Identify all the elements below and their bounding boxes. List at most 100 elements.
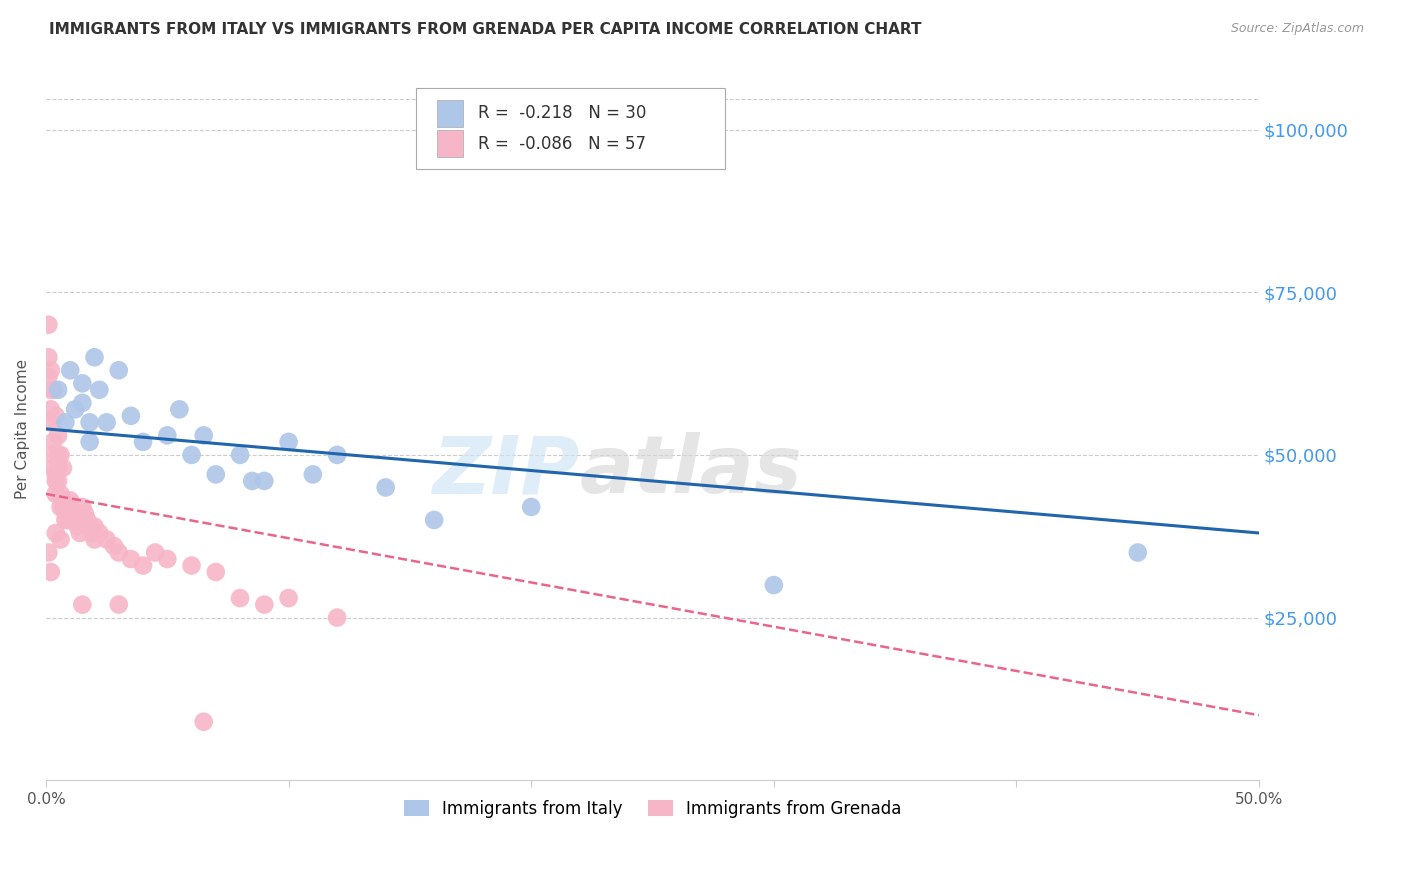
Point <box>762 578 785 592</box>
Point <box>277 591 299 605</box>
Point <box>37 369 59 384</box>
Point <box>132 558 155 573</box>
Point <box>55 513 77 527</box>
Point <box>326 448 349 462</box>
Point <box>79 434 101 449</box>
Point <box>59 493 82 508</box>
Point <box>253 474 276 488</box>
Text: R =  -0.086   N = 57: R = -0.086 N = 57 <box>478 135 645 153</box>
Point <box>42 434 65 449</box>
Text: IMMIGRANTS FROM ITALY VS IMMIGRANTS FROM GRENADA PER CAPITA INCOME CORRELATION C: IMMIGRANTS FROM ITALY VS IMMIGRANTS FROM… <box>49 22 922 37</box>
Point <box>73 507 96 521</box>
Point <box>46 383 69 397</box>
Point <box>55 416 77 430</box>
Point <box>240 474 263 488</box>
Point <box>56 507 79 521</box>
Point <box>39 402 62 417</box>
Point <box>253 598 276 612</box>
Point <box>45 474 67 488</box>
Point <box>326 610 349 624</box>
Point <box>42 461 65 475</box>
Point <box>46 448 69 462</box>
Point <box>49 533 72 547</box>
Point <box>55 507 77 521</box>
Text: ZIP: ZIP <box>433 432 579 510</box>
Point <box>52 461 75 475</box>
Point <box>80 526 103 541</box>
Point <box>229 591 252 605</box>
Point <box>62 507 84 521</box>
Text: atlas: atlas <box>579 432 803 510</box>
Point <box>46 428 69 442</box>
Point <box>63 513 86 527</box>
Point <box>45 526 67 541</box>
Point <box>79 519 101 533</box>
Point <box>37 545 59 559</box>
Point <box>49 448 72 462</box>
Point <box>55 500 77 514</box>
Point <box>37 351 59 365</box>
Point <box>49 487 72 501</box>
Point <box>96 533 118 547</box>
Point <box>180 448 202 462</box>
Point <box>83 533 105 547</box>
Point <box>59 363 82 377</box>
Point <box>39 416 62 430</box>
Point <box>42 383 65 397</box>
Point <box>193 428 215 442</box>
Point <box>79 416 101 430</box>
Point <box>46 461 69 475</box>
Point <box>132 434 155 449</box>
Point <box>66 519 89 533</box>
Point <box>277 434 299 449</box>
Point <box>302 467 325 482</box>
Point <box>103 539 125 553</box>
Point <box>59 500 82 514</box>
Point <box>143 545 166 559</box>
Text: R =  -0.218   N = 30: R = -0.218 N = 30 <box>478 104 647 122</box>
Point <box>89 526 111 541</box>
Point <box>120 552 142 566</box>
Point <box>39 363 62 377</box>
Point <box>169 402 191 417</box>
Point <box>204 467 226 482</box>
Point <box>72 500 94 514</box>
FancyBboxPatch shape <box>416 88 725 169</box>
Point <box>204 565 226 579</box>
Legend: Immigrants from Italy, Immigrants from Grenada: Immigrants from Italy, Immigrants from G… <box>396 793 908 825</box>
Point <box>193 714 215 729</box>
Point <box>107 545 129 559</box>
Point <box>63 402 86 417</box>
Point <box>52 500 75 514</box>
Point <box>107 598 129 612</box>
Point <box>83 351 105 365</box>
Bar <box>437 100 464 127</box>
Point <box>520 500 543 514</box>
Point <box>42 448 65 462</box>
Point <box>229 448 252 462</box>
Point <box>72 598 94 612</box>
Point <box>423 513 446 527</box>
Point <box>39 565 62 579</box>
Point <box>56 513 79 527</box>
Bar <box>437 130 464 157</box>
Point <box>180 558 202 573</box>
Point <box>45 467 67 482</box>
Point <box>72 376 94 391</box>
Point <box>76 513 98 527</box>
Point <box>83 519 105 533</box>
Point <box>69 526 91 541</box>
Point <box>89 383 111 397</box>
Point <box>46 474 69 488</box>
Point <box>374 480 396 494</box>
Point <box>72 396 94 410</box>
Point <box>120 409 142 423</box>
Point <box>156 552 179 566</box>
Point <box>1126 545 1149 559</box>
Point <box>37 318 59 332</box>
Point <box>45 409 67 423</box>
Point <box>52 493 75 508</box>
Text: Source: ZipAtlas.com: Source: ZipAtlas.com <box>1230 22 1364 36</box>
Point <box>39 383 62 397</box>
Point <box>96 416 118 430</box>
